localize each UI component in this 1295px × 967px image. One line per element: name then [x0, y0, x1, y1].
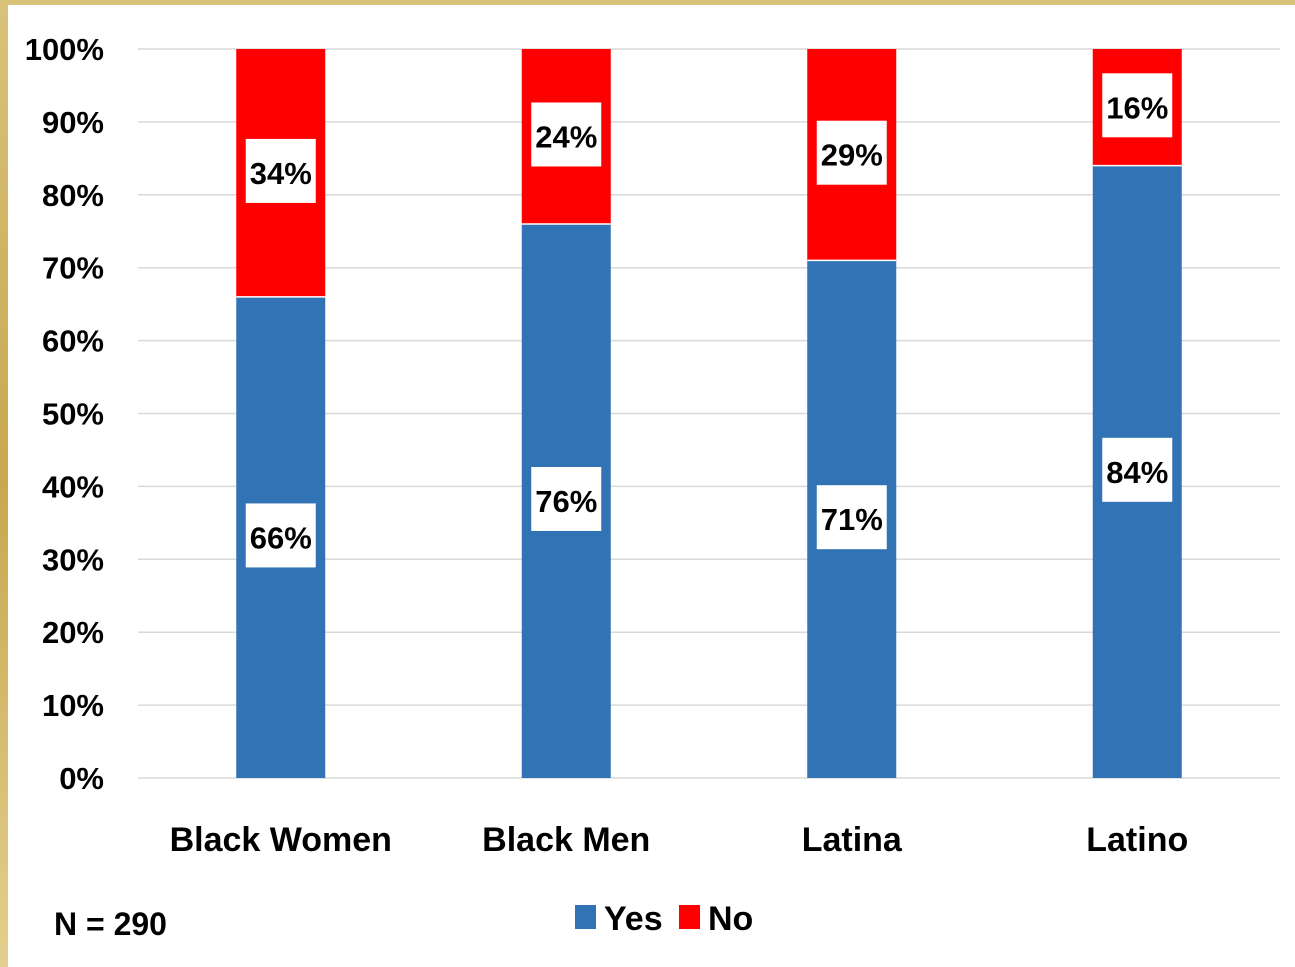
- y-axis-tick-labels: 0% 10% 20% 30% 40% 50% 60% 70% 80% 90% 100%: [25, 32, 104, 796]
- legend-swatch-no: [679, 905, 700, 929]
- data-label-box: [245, 503, 316, 568]
- y-tick-label: 70%: [42, 251, 104, 286]
- data-label: 24%: [535, 119, 597, 154]
- y-tick-label: 100%: [25, 32, 104, 67]
- x-category-label: Black Men: [482, 821, 650, 859]
- data-label-box: [531, 466, 602, 531]
- y-tick-label: 20%: [42, 615, 104, 650]
- legend: Yes No: [575, 900, 753, 938]
- data-label-box: [816, 120, 887, 185]
- sample-size-note: N = 290: [54, 906, 167, 942]
- data-label: 84%: [1106, 455, 1168, 490]
- y-tick-label: 90%: [42, 105, 104, 140]
- legend-label-no: No: [708, 900, 753, 938]
- x-axis-category-labels: Black Women Black Men Latina Latino: [170, 821, 1189, 859]
- data-label: 34%: [250, 156, 312, 191]
- x-category-label: Latina: [802, 821, 903, 859]
- data-label-box: [816, 485, 887, 550]
- y-tick-label: 0%: [59, 761, 104, 796]
- data-label: 16%: [1106, 90, 1168, 125]
- data-label-box: [245, 138, 316, 203]
- grid-lines: [138, 48, 1280, 779]
- data-label-box: [1102, 73, 1173, 138]
- data-label: 29%: [821, 138, 883, 173]
- legend-label-yes: Yes: [604, 900, 663, 938]
- y-tick-label: 10%: [42, 688, 104, 723]
- y-tick-label: 60%: [42, 324, 104, 359]
- legend-swatch-yes: [575, 905, 596, 929]
- y-tick-label: 40%: [42, 469, 104, 504]
- y-tick-label: 80%: [42, 178, 104, 213]
- data-labels: 66% 34% 76% 24% 71% 29% 84% 16%: [245, 73, 1173, 568]
- x-category-label: Latino: [1086, 821, 1188, 859]
- data-label: 71%: [821, 502, 883, 537]
- x-category-label: Black Women: [170, 821, 392, 859]
- data-label-box: [531, 102, 602, 167]
- data-label: 66%: [250, 520, 312, 555]
- data-label: 76%: [535, 484, 597, 519]
- y-tick-label: 30%: [42, 542, 104, 577]
- y-tick-label: 50%: [42, 397, 104, 432]
- data-label-box: [1102, 437, 1173, 502]
